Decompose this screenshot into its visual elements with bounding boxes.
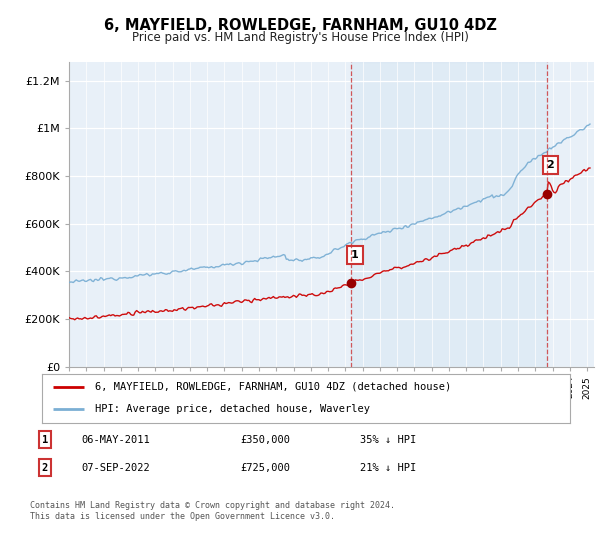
Text: £725,000: £725,000 bbox=[240, 463, 290, 473]
Text: 6, MAYFIELD, ROWLEDGE, FARNHAM, GU10 4DZ (detached house): 6, MAYFIELD, ROWLEDGE, FARNHAM, GU10 4DZ… bbox=[95, 382, 451, 392]
Text: 6, MAYFIELD, ROWLEDGE, FARNHAM, GU10 4DZ: 6, MAYFIELD, ROWLEDGE, FARNHAM, GU10 4DZ bbox=[104, 18, 496, 33]
Bar bbox=[352, 62, 547, 367]
Text: HPI: Average price, detached house, Waverley: HPI: Average price, detached house, Wave… bbox=[95, 404, 370, 414]
Text: 07-SEP-2022: 07-SEP-2022 bbox=[81, 463, 150, 473]
Text: 06-MAY-2011: 06-MAY-2011 bbox=[81, 435, 150, 445]
Text: 1: 1 bbox=[351, 250, 359, 260]
Text: Price paid vs. HM Land Registry's House Price Index (HPI): Price paid vs. HM Land Registry's House … bbox=[131, 31, 469, 44]
Text: 2: 2 bbox=[547, 160, 554, 170]
Text: £350,000: £350,000 bbox=[240, 435, 290, 445]
Text: 2: 2 bbox=[42, 463, 48, 473]
Text: Contains HM Land Registry data © Crown copyright and database right 2024.
This d: Contains HM Land Registry data © Crown c… bbox=[30, 501, 395, 521]
Text: 35% ↓ HPI: 35% ↓ HPI bbox=[360, 435, 416, 445]
Text: 1: 1 bbox=[42, 435, 48, 445]
Text: 21% ↓ HPI: 21% ↓ HPI bbox=[360, 463, 416, 473]
